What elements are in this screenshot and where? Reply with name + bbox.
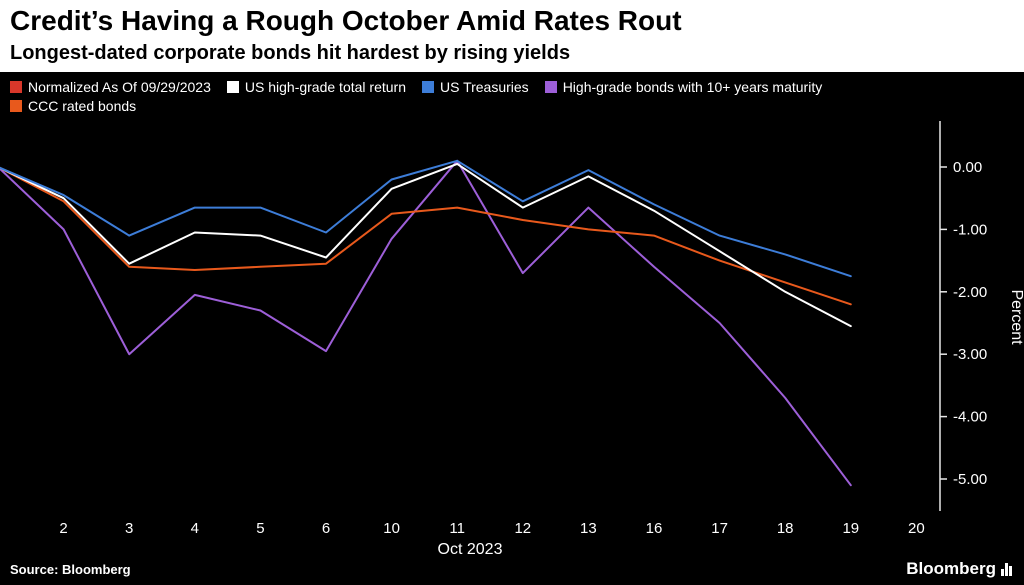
legend-row-2: CCC rated bonds — [10, 98, 1014, 114]
source-text: Source: Bloomberg — [10, 561, 131, 577]
svg-text:-3.00: -3.00 — [953, 346, 987, 363]
svg-text:-4.00: -4.00 — [953, 409, 987, 426]
svg-text:18: 18 — [777, 520, 794, 537]
svg-text:3: 3 — [125, 520, 133, 537]
svg-text:11: 11 — [449, 520, 465, 537]
svg-text:6: 6 — [322, 520, 330, 537]
legend-row-1: Normalized As Of 09/29/2023 US high-grad… — [10, 79, 1014, 95]
svg-text:-1.00: -1.00 — [953, 221, 987, 238]
legend-item-normalized: Normalized As Of 09/29/2023 — [10, 79, 211, 95]
svg-text:-5.00: -5.00 — [953, 471, 987, 488]
legend-item-treasuries: US Treasuries — [421, 79, 529, 95]
svg-text:13: 13 — [580, 520, 597, 537]
svg-text:12: 12 — [514, 520, 531, 537]
ten-plus-swatch-icon — [544, 81, 557, 93]
bloomberg-logo: Bloomberg — [906, 559, 1012, 579]
page-title: Credit’s Having a Rough October Amid Rat… — [10, 5, 682, 36]
legend-label: US Treasuries — [439, 79, 529, 95]
svg-text:10: 10 — [383, 520, 400, 537]
legend: Normalized As Of 09/29/2023 US high-grad… — [0, 72, 1024, 114]
high-grade-swatch-icon — [226, 81, 239, 93]
legend-label: CCC rated bonds — [28, 98, 137, 114]
chart-header: Credit’s Having a Rough October Amid Rat… — [0, 0, 1024, 72]
legend-label: Normalized As Of 09/29/2023 — [28, 79, 211, 95]
svg-text:-2.00: -2.00 — [953, 284, 987, 301]
svg-text:16: 16 — [646, 520, 663, 537]
legend-item-ten-plus: High-grade bonds with 10+ years maturity — [544, 79, 823, 95]
svg-text:Oct 2023: Oct 2023 — [438, 541, 503, 557]
svg-text:17: 17 — [711, 520, 728, 537]
legend-label: US high-grade total return — [244, 79, 406, 95]
svg-text:2: 2 — [59, 520, 67, 537]
svg-text:Percent: Percent — [1008, 289, 1024, 345]
chart-area: 0.00 -1.00 -2.00 -3.00 -4.00 -5.00 Percent 2 3 4 5… — [0, 117, 1024, 558]
legend-item-ccc: CCC rated bonds — [10, 98, 136, 114]
line-chart: 0.00 -1.00 -2.00 -3.00 -4.00 -5.00 Percent 2 3 4 5… — [0, 121, 1024, 558]
page-subtitle: Longest-dated corporate bonds hit hardes… — [10, 42, 571, 64]
svg-text:5: 5 — [256, 520, 264, 537]
svg-text:19: 19 — [842, 520, 859, 537]
legend-item-high-grade: US high-grade total return — [226, 79, 406, 95]
ccc-swatch-icon — [10, 100, 22, 112]
bloomberg-logo-text: Bloomberg — [906, 559, 996, 578]
legend-label: High-grade bonds with 10+ years maturity — [562, 79, 823, 95]
normalized-swatch-icon — [10, 81, 22, 93]
treasuries-swatch-icon — [421, 81, 434, 93]
bloomberg-chart-icon — [1001, 562, 1012, 576]
chart-footer: Source: Bloomberg Bloomberg — [0, 557, 1024, 585]
svg-text:4: 4 — [191, 520, 199, 537]
svg-text:20: 20 — [908, 520, 925, 537]
svg-text:0.00: 0.00 — [953, 159, 982, 176]
